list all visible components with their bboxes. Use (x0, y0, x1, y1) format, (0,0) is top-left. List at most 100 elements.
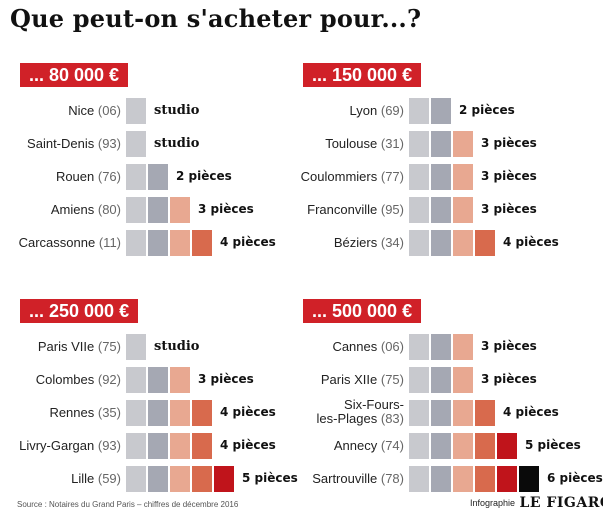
department-code: (80) (97, 202, 121, 217)
city-label: Carcassonne (11) (17, 236, 121, 250)
room-square (148, 367, 168, 393)
city-row: Nice (06) studio (17, 98, 302, 124)
city-label: Franconville (95) (300, 203, 404, 217)
city-name: Amiens (50, 202, 95, 217)
room-square (126, 400, 146, 426)
room-square (453, 367, 473, 393)
city-label: Six-Fours-les-Plages (83) (300, 398, 404, 426)
city-name: Rennes (49, 405, 95, 420)
room-square (431, 433, 451, 459)
city-row: Coulommiers (77) 3 pièces (300, 164, 585, 190)
department-code: (11) (98, 235, 121, 250)
department-code: (59) (97, 471, 121, 486)
room-square (214, 466, 234, 492)
rooms-label: studio (154, 339, 200, 354)
room-square (126, 164, 146, 190)
budget-badge: ... 250 000 € (20, 299, 139, 323)
panel-2: ... 250 000 € Paris VIIe (75) studio Colomb… (17, 299, 302, 499)
room-square (431, 466, 451, 492)
room-square (148, 466, 168, 492)
room-square (126, 334, 146, 360)
room-square (453, 230, 473, 256)
city-name: Béziers (333, 235, 378, 250)
department-code: (76) (97, 169, 121, 184)
city-name: Paris XIIe (320, 372, 378, 387)
department-code: (75) (380, 372, 404, 387)
room-square (519, 466, 539, 492)
city-name: Sartrouville (312, 471, 378, 486)
panel-3: ... 500 000 € Cannes (06) 3 pièces Paris XI… (300, 299, 603, 499)
city-label: Béziers (34) (300, 236, 404, 250)
city-label: Lille (59) (17, 472, 121, 486)
budget-badge: ... 500 000 € (303, 299, 422, 323)
department-code: (06) (380, 339, 404, 354)
room-square (409, 433, 429, 459)
city-row: Rennes (35) 4 pièces (17, 400, 302, 426)
room-square (126, 131, 146, 157)
rooms-label: 4 pièces (220, 405, 276, 419)
room-square (148, 164, 168, 190)
room-square (409, 334, 429, 360)
city-name: Toulouse (325, 136, 378, 151)
page-title: Que peut-on s'acheter pour...? (10, 4, 422, 33)
room-square (192, 433, 212, 459)
city-row: Paris VIIe (75) studio (17, 334, 302, 360)
department-code: (06) (97, 103, 121, 118)
city-row: Annecy (74) 5 pièces (300, 433, 585, 459)
city-name: Six-Fours- (344, 397, 404, 412)
credit-prefix: Infographie (470, 497, 516, 508)
city-row: Lyon (69) 2 pièces (300, 98, 585, 124)
room-square (409, 466, 429, 492)
city-name: Carcassonne (18, 235, 96, 250)
city-name: Coulommiers (300, 169, 378, 184)
room-square (409, 197, 429, 223)
department-code: (35) (97, 405, 121, 420)
panel-1: ... 150 000 € Lyon (69) 2 pièces Toulouse (… (300, 63, 585, 263)
room-square (409, 230, 429, 256)
city-row: Franconville (95) 3 pièces (300, 197, 585, 223)
department-code: (69) (380, 103, 404, 118)
city-label: Saint-Denis (93) (17, 137, 121, 151)
room-square (192, 466, 212, 492)
city-label: Annecy (74) (300, 439, 404, 453)
rooms-label: 3 pièces (481, 169, 537, 183)
city-row: Six-Fours-les-Plages (83) 4 pièces (300, 398, 585, 426)
room-square (453, 131, 473, 157)
room-square (431, 400, 451, 426)
room-square (497, 433, 517, 459)
rooms-label: studio (154, 103, 200, 118)
city-label: Colombes (92) (17, 373, 121, 387)
room-square (126, 98, 146, 124)
room-square (409, 400, 429, 426)
city-name-cont: les-Plages (316, 411, 378, 426)
room-square (170, 433, 190, 459)
city-name: Colombes (35, 372, 95, 387)
city-label: Rennes (35) (17, 406, 121, 420)
room-square (148, 197, 168, 223)
department-code: (75) (97, 339, 121, 354)
city-row: Béziers (34) 4 pièces (300, 230, 585, 256)
city-name: Saint-Denis (27, 136, 95, 151)
rooms-label: 3 pièces (198, 372, 254, 386)
department-code: (78) (380, 471, 404, 486)
city-label: Coulommiers (77) (300, 170, 404, 184)
room-square (126, 367, 146, 393)
room-square (475, 400, 495, 426)
room-square (453, 164, 473, 190)
rooms-label: 4 pièces (220, 235, 276, 249)
rooms-label: 2 pièces (176, 169, 232, 183)
city-label: Paris VIIe (75) (17, 340, 121, 354)
room-square (409, 164, 429, 190)
room-square (475, 230, 495, 256)
rooms-label: 4 pièces (503, 405, 559, 419)
city-label: Toulouse (31) (300, 137, 404, 151)
city-name: Rouen (55, 169, 95, 184)
room-square (453, 400, 473, 426)
room-square (126, 433, 146, 459)
city-name: Lyon (349, 103, 378, 118)
rooms-label: 6 pièces (547, 471, 603, 485)
department-code: (93) (97, 136, 121, 151)
city-label: Livry-Gargan (93) (17, 439, 121, 453)
city-name: Paris VIIe (37, 339, 95, 354)
room-square (126, 230, 146, 256)
